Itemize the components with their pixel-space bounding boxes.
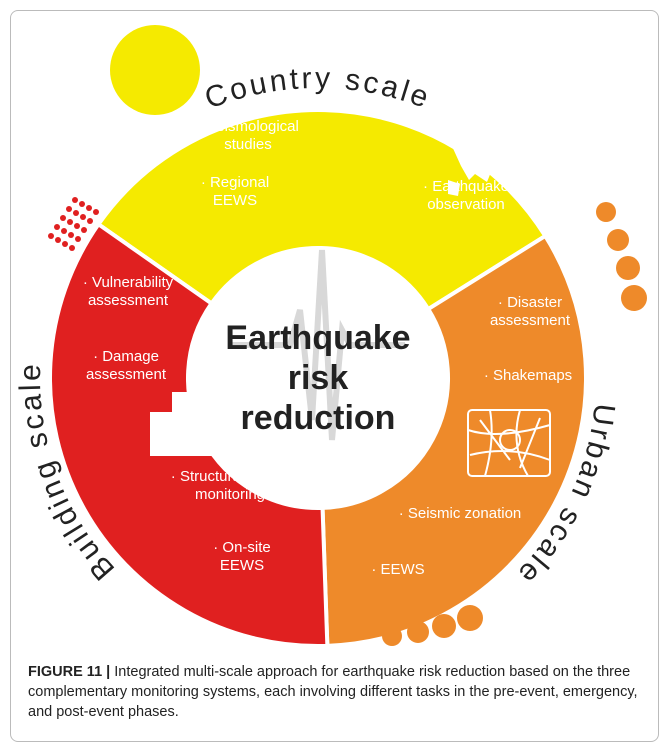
center-title: Earthquake risk reduction [225,319,411,437]
dot [273,621,279,627]
task: · Shakemaps [483,367,573,384]
task: · Regional EEWS [200,174,270,209]
dot [60,215,66,221]
dot [241,615,247,621]
diagram: Country scale Building scale Urban scale [14,25,647,648]
building-icon [150,392,230,456]
dot [249,600,255,607]
dot [257,618,263,624]
dot [281,606,287,613]
italy-icon [448,122,491,196]
task: · Damage assessment [85,348,167,383]
dot [225,604,231,610]
dot [217,594,223,601]
task: · Earthquake observation [423,178,509,213]
dot [265,619,271,626]
dot [249,608,255,615]
dot [68,232,74,238]
dot [273,605,279,611]
task: · Seismological studies [197,118,299,153]
dot [93,209,99,215]
dot [79,201,85,207]
dot [61,228,67,234]
dot [241,599,247,605]
scale-title: Country scale [201,62,436,116]
task: · EEWS [371,561,425,578]
dot [225,612,231,618]
dot [297,625,303,632]
dot [209,593,215,599]
dot [87,218,93,224]
dot [249,616,255,623]
dot [73,210,79,216]
dot [289,616,295,622]
dot [209,609,215,615]
dot [55,237,61,243]
caption: FIGURE 11 | Integrated multi-scale appro… [28,662,643,722]
dot [265,603,271,610]
task: · Seismic hazard maps [412,112,524,147]
dot [74,223,80,229]
dot [217,602,223,609]
dot [69,245,75,251]
dot [281,622,287,629]
dot [233,597,239,604]
dot [75,236,81,242]
dot [289,624,295,630]
dot [80,214,86,220]
sun-dot [110,25,200,115]
orange-dots [382,202,647,646]
caption-label: FIGURE 11 | [28,664,111,680]
inner-circle [188,248,448,508]
dot [217,610,223,617]
red-dots [48,197,303,632]
dot [62,241,68,247]
seismogram [232,249,405,441]
task: · On-site EEWS [213,539,271,574]
dot [273,613,279,619]
dot [67,219,73,225]
task: · Vulnerability assessment [82,274,174,309]
dot [241,607,247,613]
dot [72,197,78,203]
dot [81,227,87,233]
dot [209,601,215,607]
dot [297,617,303,624]
dot [48,233,54,239]
dot [233,613,239,620]
map-icon [467,409,551,477]
dot [297,609,303,616]
frame [10,10,659,742]
dot [225,596,231,602]
task: · Structural health monitoring [170,468,290,503]
dot [66,206,72,212]
dot [233,605,239,612]
dot [289,608,295,614]
task: · Seismic zonation [398,505,522,522]
dot [86,205,92,211]
dot [54,224,60,230]
dot [257,602,263,608]
scale-title-path: Country scale [201,62,433,116]
caption-text: Integrated multi-scale approach for eart… [28,664,638,720]
dot [257,610,263,616]
dot [281,614,287,621]
task: · Disaster assessment [489,294,571,329]
dot [265,611,271,618]
